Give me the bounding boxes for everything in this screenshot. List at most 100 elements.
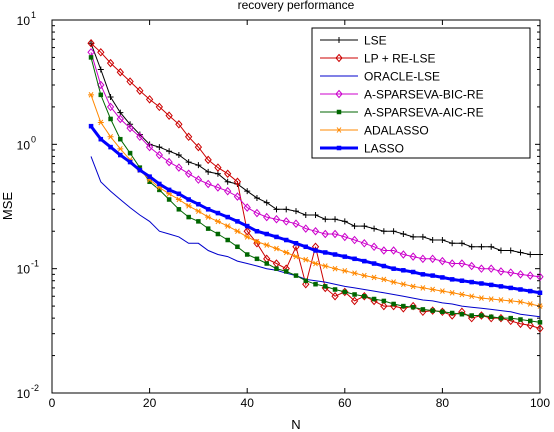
y-tick-label-exp: 0 — [31, 134, 36, 144]
data-point — [126, 77, 134, 86]
data-point — [332, 265, 339, 272]
data-point — [233, 177, 242, 187]
data-point — [107, 133, 114, 140]
data-point — [155, 150, 164, 160]
data-point — [479, 313, 484, 318]
data-point — [254, 228, 260, 234]
legend-entry: LP + RE-LSE — [320, 52, 435, 66]
data-point — [458, 291, 465, 298]
y-tick-label-exp: -1 — [31, 259, 39, 269]
data-point — [360, 239, 368, 248]
data-point — [87, 38, 95, 48]
data-point — [107, 94, 114, 101]
series-line — [90, 52, 541, 278]
data-point — [225, 214, 230, 220]
data-point — [371, 274, 378, 281]
data-point — [527, 251, 534, 258]
data-point — [274, 266, 279, 271]
data-point — [204, 155, 212, 165]
data-point — [185, 203, 192, 209]
data-point — [341, 268, 348, 274]
data-point — [380, 228, 387, 235]
data-point — [518, 287, 523, 292]
data-point — [390, 228, 397, 235]
legend-entry: ADALASSO — [320, 124, 429, 138]
chart-title: recovery performance — [238, 0, 355, 12]
data-point — [194, 142, 203, 152]
data-point — [282, 217, 290, 226]
legend-label: A-SPARSEVA-BIC-RE — [364, 88, 484, 102]
data-point — [331, 291, 339, 301]
x-tick-label: 80 — [436, 396, 450, 410]
data-point — [253, 208, 261, 218]
data-point — [401, 268, 406, 273]
series-a-sparseva-aic-re — [88, 55, 543, 325]
data-point — [184, 132, 193, 142]
legend-label: LP + RE-LSE — [364, 52, 435, 66]
data-point — [253, 195, 260, 202]
data-point — [303, 244, 309, 250]
data-point — [536, 324, 544, 333]
data-point — [469, 313, 474, 318]
data-point — [517, 299, 524, 305]
data-point — [263, 242, 270, 248]
data-point — [507, 247, 514, 254]
y-tick-label: 10 1 — [17, 10, 36, 28]
data-point — [235, 244, 240, 250]
series-adalasso — [88, 92, 543, 309]
data-point — [97, 48, 105, 57]
x-tick-label: 0 — [49, 396, 56, 410]
data-point — [332, 252, 338, 257]
data-point — [185, 159, 192, 166]
data-point — [449, 277, 455, 282]
data-point — [312, 260, 319, 267]
data-point — [106, 102, 115, 112]
data-point — [458, 240, 465, 247]
x-axis-label: N — [291, 417, 300, 432]
data-point — [537, 290, 543, 296]
legend-box — [311, 27, 531, 159]
data-point — [381, 298, 387, 304]
data-point — [507, 268, 515, 277]
data-point — [118, 152, 123, 158]
data-point — [351, 270, 358, 276]
y-tick-label-base: 10 — [17, 14, 31, 28]
data-point — [166, 197, 172, 202]
data-point — [399, 250, 408, 259]
y-tick-label: 10 -2 — [17, 383, 39, 401]
data-point — [244, 188, 251, 195]
data-point — [273, 245, 280, 252]
data-point — [440, 309, 445, 315]
data-point — [175, 196, 182, 203]
data-point — [205, 207, 211, 212]
data-point — [126, 123, 134, 133]
legend-entry: A-SPARSEVA-BIC-RE — [320, 88, 484, 102]
data-point — [264, 231, 269, 237]
data-point — [370, 242, 378, 252]
data-point — [479, 281, 484, 286]
data-point — [322, 263, 329, 269]
data-point — [419, 254, 427, 264]
data-point — [508, 285, 513, 291]
data-point — [371, 225, 378, 232]
data-point — [233, 192, 242, 201]
data-point — [224, 178, 231, 185]
data-point — [196, 201, 201, 207]
data-point — [420, 272, 426, 277]
y-axis-label: MSE — [0, 192, 15, 221]
data-point — [440, 275, 445, 280]
data-point — [526, 321, 534, 330]
y-tick-label: 10 -1 — [17, 259, 39, 277]
data-point — [350, 235, 359, 245]
data-point — [477, 264, 486, 273]
data-point — [214, 183, 222, 192]
data-point — [350, 296, 359, 306]
data-point — [88, 123, 94, 129]
data-point — [88, 55, 94, 60]
legend-label: A-SPARSEVA-AIC-RE — [364, 106, 484, 120]
data-point — [155, 102, 164, 112]
data-point — [244, 234, 251, 240]
data-point — [380, 246, 388, 255]
data-point — [323, 284, 328, 289]
data-point — [235, 219, 240, 224]
